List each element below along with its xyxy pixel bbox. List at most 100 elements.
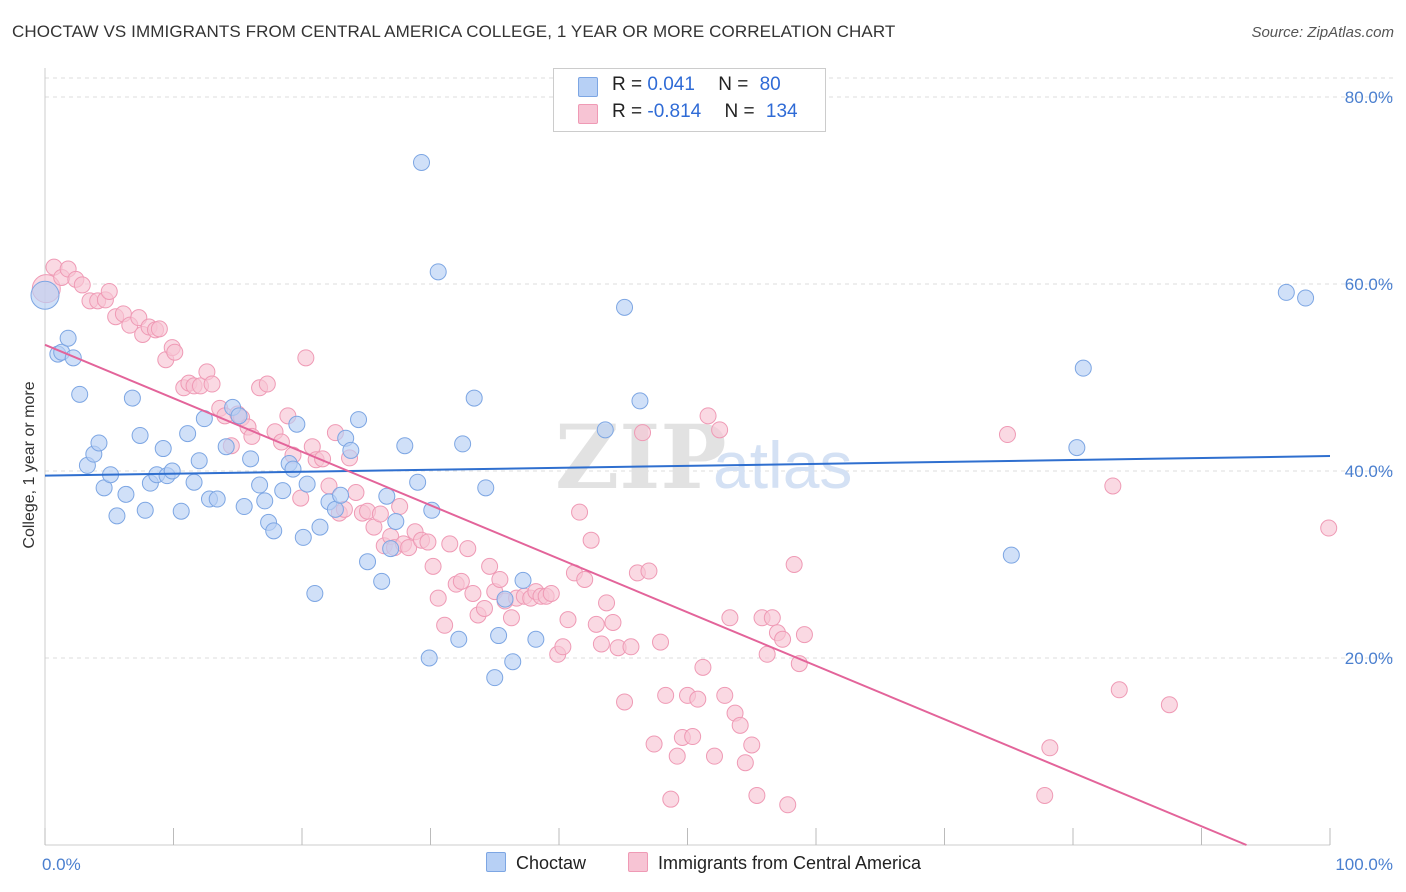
blue-point (59, 329, 77, 347)
blue-point (387, 512, 405, 530)
pink-point (400, 539, 418, 557)
blue-point (496, 590, 514, 608)
blue-point (123, 389, 141, 407)
pink-point (292, 489, 310, 507)
pink-point (779, 796, 797, 814)
x-tick-label-min: 0.0% (42, 855, 81, 874)
blue-point (288, 415, 306, 433)
blue-point (235, 498, 253, 516)
pink-point (736, 754, 754, 772)
blue-point (527, 630, 545, 648)
pink-point (347, 484, 365, 502)
trend-line-immigrants (44, 343, 1247, 846)
blue-point (342, 441, 360, 459)
pink-point (587, 615, 605, 633)
legend-swatch-blue (578, 77, 598, 97)
blue-point (163, 462, 181, 480)
pink-point (429, 589, 447, 607)
pink-point (652, 633, 670, 651)
pink-point (716, 686, 734, 704)
blue-point (251, 476, 269, 494)
correlation-legend: R = 0.041 N = 80 R = -0.814 N = 134 (553, 68, 826, 132)
pink-point (554, 638, 572, 656)
blue-point (514, 571, 532, 589)
pink-point (559, 611, 577, 629)
pink-point (731, 716, 749, 734)
blue-point (306, 584, 324, 602)
pink-point (166, 343, 184, 361)
legend-n-label: N = (724, 101, 760, 122)
legend-swatch-pink (578, 104, 598, 124)
pink-point (272, 433, 290, 451)
blue-point (332, 486, 350, 504)
blue-point (208, 490, 226, 508)
y-tick-label: 80.0% (1345, 88, 1393, 107)
pink-point (436, 616, 454, 634)
blue-point (429, 263, 447, 281)
blue-point (117, 485, 135, 503)
blue-point (136, 501, 154, 519)
pink-point (203, 375, 221, 393)
pink-point (689, 690, 707, 708)
blue-point (298, 475, 316, 493)
pink-point (640, 562, 658, 580)
pink-point (464, 584, 482, 602)
chart-title: CHOCTAW VS IMMIGRANTS FROM CENTRAL AMERI… (12, 22, 896, 41)
blue-point (350, 411, 368, 429)
blue-point (311, 518, 329, 536)
pink-point (795, 626, 813, 644)
pink-point (711, 421, 729, 439)
blue-point (172, 502, 190, 520)
blue-point (1074, 359, 1092, 377)
blue-point (284, 460, 302, 478)
pink-point (391, 498, 409, 516)
grid-lines (45, 77, 1393, 659)
blue-point (30, 280, 60, 310)
blue-point (359, 553, 377, 571)
blue-point (477, 479, 495, 497)
bottom-legend-label: Choctaw (516, 853, 587, 873)
pink-point (694, 658, 712, 676)
pink-point (662, 790, 680, 808)
bottom-legend-swatch-blue (486, 852, 506, 872)
blue-point (185, 473, 203, 491)
watermark-zip: ZIP (555, 405, 727, 509)
blue-point (450, 630, 468, 648)
blue-point (154, 440, 172, 458)
pink-point (459, 540, 477, 558)
blue-point (1297, 289, 1315, 307)
blue-point (378, 487, 396, 505)
y-tick-label: 60.0% (1345, 275, 1393, 294)
pink-point (258, 375, 276, 393)
pink-point (452, 572, 470, 590)
pink-point (645, 735, 663, 753)
pink-point (371, 505, 389, 523)
tick-labels: 20.0% 40.0% 60.0% 80.0% 0.0% 100.0% (42, 88, 1393, 874)
blue-point (265, 522, 283, 540)
blue-point (631, 392, 649, 410)
pink-point (774, 630, 792, 648)
blue-points (30, 153, 1315, 687)
blue-point (179, 425, 197, 443)
blue-point (396, 437, 414, 455)
pink-point (634, 424, 652, 442)
pink-point (1320, 519, 1338, 537)
x-tick-label-max: 100.0% (1335, 855, 1393, 874)
blue-point (294, 528, 312, 546)
bottom-legend-choctaw: Choctaw (486, 852, 586, 874)
blue-point (1002, 546, 1020, 564)
pink-point (592, 635, 610, 653)
legend-n-label: N = (718, 74, 754, 95)
blue-point (1277, 283, 1295, 301)
axes (44, 68, 1331, 846)
pink-point (721, 609, 739, 627)
pink-point (491, 570, 509, 588)
pink-point (571, 503, 589, 521)
blue-point (230, 407, 248, 425)
blue-point (382, 540, 400, 558)
bottom-legend-label: Immigrants from Central America (658, 853, 922, 873)
blue-point (504, 653, 522, 671)
pink-point (657, 686, 675, 704)
pink-point (150, 320, 168, 338)
blue-point (90, 434, 108, 452)
